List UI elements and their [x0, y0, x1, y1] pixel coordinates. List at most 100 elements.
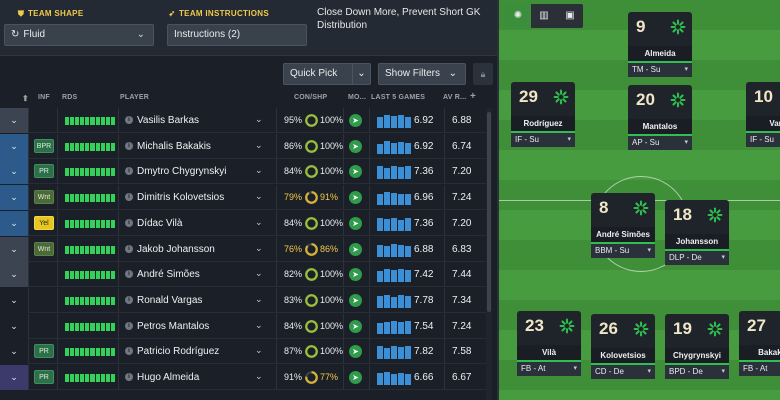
readiness-segment	[90, 117, 95, 125]
show-filters-button[interactable]: Show Filters ⌄	[378, 63, 466, 85]
role-dropdown[interactable]: TM - Su ▾	[628, 63, 692, 77]
player-menu-chevron-icon[interactable]: ⌄	[255, 345, 263, 356]
player-name[interactable]: Patricio Rodríguez	[137, 346, 220, 358]
position-chevron-icon[interactable]: ⌄	[10, 294, 18, 305]
table-row[interactable]: ⌄ i André Simões ⌄ 82% 100% ➤ 7.42 7.44	[0, 262, 486, 288]
player-menu-chevron-icon[interactable]: ⌄	[255, 216, 263, 227]
role-dropdown[interactable]: FB - At▾	[517, 362, 581, 376]
column-rds[interactable]: RDS	[62, 94, 78, 101]
role-dropdown[interactable]: AP - Su ▾	[628, 136, 692, 150]
readiness-segment	[75, 219, 80, 228]
player-name[interactable]: Vasilis Barkas	[137, 115, 200, 126]
player-card[interactable]: 29 Rodríguez IF - Su ▾	[511, 82, 575, 147]
table-row[interactable]: ⌄ PR i Patricio Rodríguez ⌄ 87% 100% ➤ 7.82 7.58	[0, 339, 486, 365]
player-menu-chevron-icon[interactable]: ⌄	[255, 371, 263, 381]
sort-arrow-icon[interactable]: ⬆	[22, 94, 29, 103]
position-chevron-icon[interactable]: ⌄	[10, 346, 18, 357]
player-card[interactable]: 19 Chygrynskyi BPD - De ▾	[665, 314, 729, 379]
player-menu-chevron-icon[interactable]: ⌄	[255, 242, 263, 253]
player-card[interactable]: 27 Bakaki FB - At▾	[739, 311, 780, 376]
team-shape-dropdown[interactable]: ↻ Fluid ⌄	[4, 24, 154, 46]
role-dropdown[interactable]: CD - De ▾	[591, 365, 655, 379]
readiness-segment	[100, 296, 105, 305]
player-menu-chevron-icon[interactable]: ⌄	[255, 293, 263, 304]
role-dropdown[interactable]: BPD - De ▾	[665, 365, 729, 379]
column-avr[interactable]: AV R...	[443, 94, 467, 101]
table-row[interactable]: ⌄ Wnt i Dimitris Kolovetsios ⌄ 79% 91% ➤ 6.96 7.2…	[0, 185, 486, 211]
column-divider	[276, 133, 277, 159]
player-name[interactable]: André Simões	[137, 269, 200, 281]
column-morale[interactable]: MO...	[348, 94, 367, 101]
info-icon[interactable]: i	[125, 141, 133, 150]
shirt-icon[interactable]: ▣	[565, 10, 575, 21]
player-name[interactable]: Dídac Vilà	[137, 217, 183, 229]
info-icon[interactable]: i	[125, 218, 133, 227]
position-chevron-icon[interactable]: ⌄	[10, 243, 18, 254]
player-menu-chevron-icon[interactable]: ⌄	[255, 268, 263, 279]
team-instructions-button[interactable]: Instructions (2)	[167, 24, 307, 46]
player-menu-chevron-icon[interactable]: ⌄	[255, 319, 263, 330]
scrollbar-thumb[interactable]	[487, 112, 491, 312]
player-menu-chevron-icon[interactable]: ⌄	[255, 165, 263, 176]
info-icon[interactable]: i	[125, 270, 133, 279]
table-row[interactable]: ⌄ i Ronald Vargas ⌄ 83% 100% ➤ 7.78 7.34	[0, 287, 486, 313]
player-card[interactable]: 18 Johansson DLP - De ▾	[665, 200, 729, 265]
position-chevron-icon[interactable]: ⌄	[10, 269, 18, 280]
info-icon[interactable]: i	[125, 244, 133, 253]
quick-pick-button[interactable]: Quick Pick ⌄	[283, 63, 371, 85]
position-chevron-icon[interactable]: ⌄	[10, 115, 18, 125]
scrollbar[interactable]	[486, 108, 492, 400]
pitch-icon[interactable]: ✺	[505, 4, 531, 28]
player-name[interactable]: Michalis Bakakis	[137, 140, 211, 152]
player-card[interactable]: 9 Almeida TM - Su ▾	[628, 12, 692, 77]
column-inf[interactable]: INF	[38, 94, 50, 101]
position-chevron-icon[interactable]: ⌄	[10, 192, 18, 203]
player-name[interactable]: Dmytro Chygrynskyi	[137, 166, 227, 178]
info-icon[interactable]: i	[125, 167, 133, 176]
position-chevron-icon[interactable]: ⌄	[10, 140, 18, 151]
info-icon[interactable]: i	[125, 295, 133, 304]
player-card[interactable]: 23 Vilà FB - At ▾	[517, 311, 581, 376]
readiness-segment	[70, 374, 75, 382]
player-name[interactable]: Ronald Vargas	[137, 294, 203, 306]
column-conshp[interactable]: CON/SHP	[294, 94, 328, 101]
lock-icon[interactable]: 🔒︎	[473, 63, 493, 85]
position-chevron-icon[interactable]: ⌄	[10, 166, 18, 177]
table-row[interactable]: ⌄ BPR i Michalis Bakakis ⌄ 86% 100% ➤ 6.92 6.74	[0, 133, 486, 159]
player-menu-chevron-icon[interactable]: ⌄	[255, 139, 263, 150]
info-icon[interactable]: i	[125, 347, 133, 356]
player-card[interactable]: 20 Mantalos AP - Su ▾	[628, 85, 692, 150]
position-chevron-icon[interactable]: ⌄	[10, 372, 18, 382]
table-row[interactable]: ⌄ PR i Hugo Almeida ⌄ 91% 77% ➤ 6.66 6.67	[0, 365, 486, 390]
player-menu-chevron-icon[interactable]: ⌄	[255, 114, 263, 124]
info-icon[interactable]: i	[125, 321, 133, 330]
player-name[interactable]: Jakob Johansson	[137, 243, 215, 255]
table-row[interactable]: ⌄ PR i Dmytro Chygrynskyi ⌄ 84% 100% ➤ 7.36 7.20	[0, 159, 486, 185]
info-icon[interactable]: i	[125, 116, 133, 124]
player-card[interactable]: 8 André Simões BBM - Su ▾	[591, 193, 655, 258]
add-column-icon[interactable]: +	[470, 91, 477, 102]
role-dropdown[interactable]: BBM - Su ▾	[591, 244, 655, 258]
column-player[interactable]: PLAYER	[120, 94, 149, 101]
player-name[interactable]: Petros Mantalos	[137, 320, 210, 332]
role-dropdown[interactable]: IF - Su▾	[511, 133, 575, 147]
info-icon[interactable]: i	[125, 373, 133, 381]
show-filters-label: Show Filters	[385, 68, 441, 79]
player-card[interactable]: 10 Varg IF - Su▾	[746, 82, 780, 147]
player-name[interactable]: Dimitris Kolovetsios	[137, 192, 225, 204]
column-last5[interactable]: LAST 5 GAMES	[371, 94, 426, 101]
position-chevron-icon[interactable]: ⌄	[10, 320, 18, 331]
table-row[interactable]: ⌄ i Vasilis Barkas ⌄ 95% 100% ➤ 6.92 6.88	[0, 108, 486, 133]
table-row[interactable]: ⌄ Yel i Dídac Vilà ⌄ 84% 100% ➤ 7.36 7.20	[0, 210, 486, 236]
table-row[interactable]: ⌄ Wnt i Jakob Johansson ⌄ 76% 86% ➤ 6.88 6.83	[0, 236, 486, 262]
bar-chart-icon[interactable]: ▥	[539, 10, 549, 21]
role-dropdown[interactable]: DLP - De ▾	[665, 251, 729, 265]
player-name[interactable]: Hugo Almeida	[137, 372, 200, 383]
table-row[interactable]: ⌄ i Petros Mantalos ⌄ 84% 100% ➤ 7.54 7.24	[0, 313, 486, 339]
player-menu-chevron-icon[interactable]: ⌄	[255, 191, 263, 202]
role-dropdown[interactable]: FB - At▾	[739, 362, 780, 376]
position-chevron-icon[interactable]: ⌄	[10, 217, 18, 228]
player-card[interactable]: 26 Kolovetsios CD - De ▾	[591, 314, 655, 379]
role-dropdown[interactable]: IF - Su▾	[746, 133, 780, 147]
info-icon[interactable]: i	[125, 193, 133, 202]
